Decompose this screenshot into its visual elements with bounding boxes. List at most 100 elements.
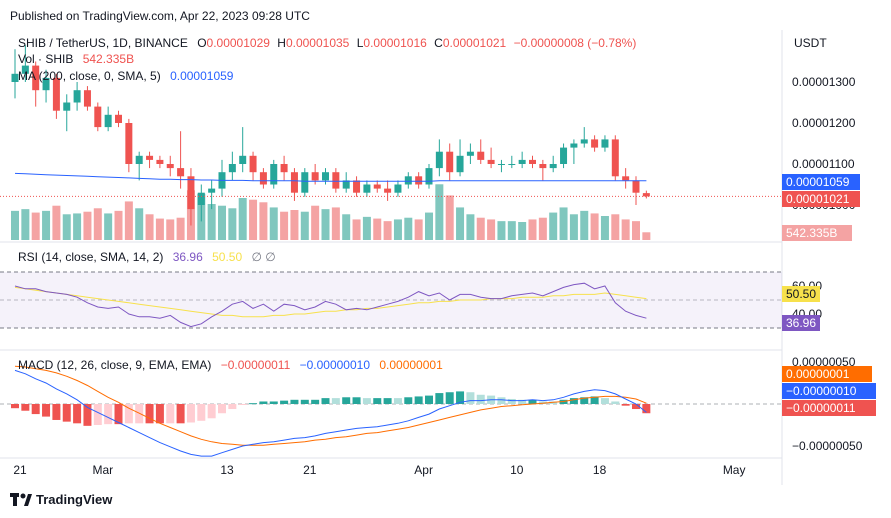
macd-histogram-bar bbox=[176, 404, 185, 424]
candle-body bbox=[94, 106, 102, 128]
candle-body bbox=[342, 180, 350, 189]
macd-histogram-bar bbox=[228, 404, 237, 410]
macd-histogram-bar bbox=[166, 404, 175, 424]
volume-bar bbox=[393, 219, 402, 240]
ohlc-close: 0.00001021 bbox=[442, 36, 507, 50]
tradingview-logo[interactable]: TradingView bbox=[10, 492, 112, 507]
symbol-legend[interactable]: SHIB / TetherUS, 1D, BINANCE O0.00001029… bbox=[18, 36, 636, 50]
macd-histogram-bar bbox=[114, 404, 123, 425]
candle-body bbox=[259, 172, 267, 185]
candle-body bbox=[373, 184, 381, 189]
candle-body bbox=[32, 65, 40, 91]
macd-histogram-bar bbox=[393, 398, 402, 404]
macd-histogram-bar bbox=[611, 401, 620, 404]
candle-body bbox=[21, 65, 29, 74]
volume-bar bbox=[290, 210, 299, 240]
ma-legend[interactable]: MA (200, close, 0, SMA, 5) 0.00001059 bbox=[18, 69, 233, 83]
price-tick-label: 0.00001200 bbox=[792, 116, 856, 130]
macd-histogram-bar bbox=[145, 404, 154, 424]
rsi-legend-label: RSI (14, close, SMA, 14, 2) bbox=[18, 250, 164, 264]
volume-bar bbox=[549, 212, 558, 240]
candle-body bbox=[560, 147, 568, 164]
macd-hist-value: −0.00000011 bbox=[220, 358, 291, 372]
macd-hist-tag: −0.00000011 bbox=[782, 400, 876, 416]
candle-body bbox=[239, 155, 247, 164]
volume-bar bbox=[569, 214, 578, 240]
volume-bar bbox=[11, 210, 19, 240]
candle-body bbox=[539, 164, 547, 169]
volume-bar bbox=[445, 195, 454, 240]
volume-bar bbox=[73, 213, 82, 240]
candle-body bbox=[11, 73, 19, 82]
candle-body bbox=[125, 123, 133, 164]
candle-body bbox=[497, 164, 505, 165]
published-line: Published on TradingView.com, Apr 22, 20… bbox=[10, 9, 310, 23]
rsi-ma-tag: 50.50 bbox=[782, 286, 821, 302]
candle-body bbox=[280, 164, 288, 173]
macd-histogram-bar bbox=[466, 392, 475, 404]
macd-histogram-bar bbox=[528, 399, 537, 404]
volume-bar bbox=[207, 204, 216, 240]
candle-body bbox=[332, 172, 340, 189]
macd-tick-label: 0.00000050 bbox=[792, 355, 856, 369]
volume-bar bbox=[62, 214, 71, 240]
rsi-ma-line bbox=[14, 286, 647, 318]
volume-bar bbox=[528, 219, 537, 240]
volume-bar bbox=[611, 214, 620, 240]
candle-body bbox=[549, 164, 557, 169]
macd-histogram-bar bbox=[269, 401, 278, 404]
volume-bar bbox=[600, 216, 609, 240]
macd-histogram-bar bbox=[331, 398, 340, 404]
volume-bar bbox=[31, 212, 40, 240]
rsi-legend[interactable]: RSI (14, close, SMA, 14, 2) 36.96 50.50 … bbox=[18, 250, 276, 264]
macd-histogram-bar bbox=[321, 398, 330, 404]
symbol-line: SHIB / TetherUS, 1D, BINANCE bbox=[18, 36, 188, 50]
volume-bar bbox=[300, 211, 309, 240]
macd-histogram-bar bbox=[352, 397, 361, 404]
volume-bar bbox=[331, 207, 340, 240]
volume-bar bbox=[352, 219, 361, 240]
volume-bar bbox=[52, 205, 61, 240]
macd-line-tag: −0.00000010 bbox=[782, 383, 876, 399]
macd-histogram-bar bbox=[342, 397, 351, 404]
volume-bar bbox=[249, 199, 258, 240]
volume-bar bbox=[456, 207, 465, 240]
candle-body bbox=[508, 164, 516, 165]
macd-histogram-bar bbox=[580, 397, 589, 404]
rsi-extra: ∅ ∅ bbox=[251, 250, 276, 264]
time-tick-label: 13 bbox=[220, 463, 234, 477]
macd-histogram-bar bbox=[373, 398, 382, 404]
volume-bar bbox=[280, 211, 289, 240]
candle-body bbox=[270, 164, 278, 185]
volume-bar bbox=[621, 219, 630, 240]
ohlc-open: 0.00001029 bbox=[206, 36, 270, 50]
candle-body bbox=[135, 155, 143, 164]
candle-body bbox=[115, 114, 122, 123]
macd-tick-label: −0.00000050 bbox=[792, 439, 863, 453]
volume-bar bbox=[21, 209, 30, 240]
volume-bar bbox=[269, 207, 278, 240]
volume-bar bbox=[476, 217, 485, 240]
macd-histogram-bar bbox=[155, 404, 164, 424]
macd-histogram-bar bbox=[632, 404, 640, 410]
candle-body bbox=[518, 159, 526, 164]
macd-legend[interactable]: MACD (12, 26, close, 9, EMA, EMA) −0.000… bbox=[18, 358, 443, 372]
macd-histogram-bar bbox=[218, 404, 226, 414]
volume-tag: 542.335B bbox=[782, 225, 852, 241]
volume-legend-label: Vol · SHIB bbox=[18, 52, 74, 66]
volume-bar bbox=[155, 218, 164, 240]
macd-histogram-bar bbox=[445, 392, 454, 404]
ohlc-high: 0.00001035 bbox=[285, 36, 350, 50]
macd-histogram-bar bbox=[600, 398, 609, 404]
candle-body bbox=[363, 184, 371, 193]
candle-body bbox=[570, 143, 578, 148]
macd-histogram-bar bbox=[124, 404, 133, 424]
ohlc-open-label: O bbox=[197, 36, 207, 50]
macd-histogram-bar bbox=[52, 404, 61, 420]
rsi-ma-legend-value: 50.50 bbox=[212, 250, 243, 264]
volume-legend[interactable]: Vol · SHIB 542.335B bbox=[18, 52, 134, 66]
candle-body bbox=[415, 176, 423, 185]
macd-histogram-bar bbox=[11, 404, 19, 409]
candle-body bbox=[249, 155, 257, 173]
